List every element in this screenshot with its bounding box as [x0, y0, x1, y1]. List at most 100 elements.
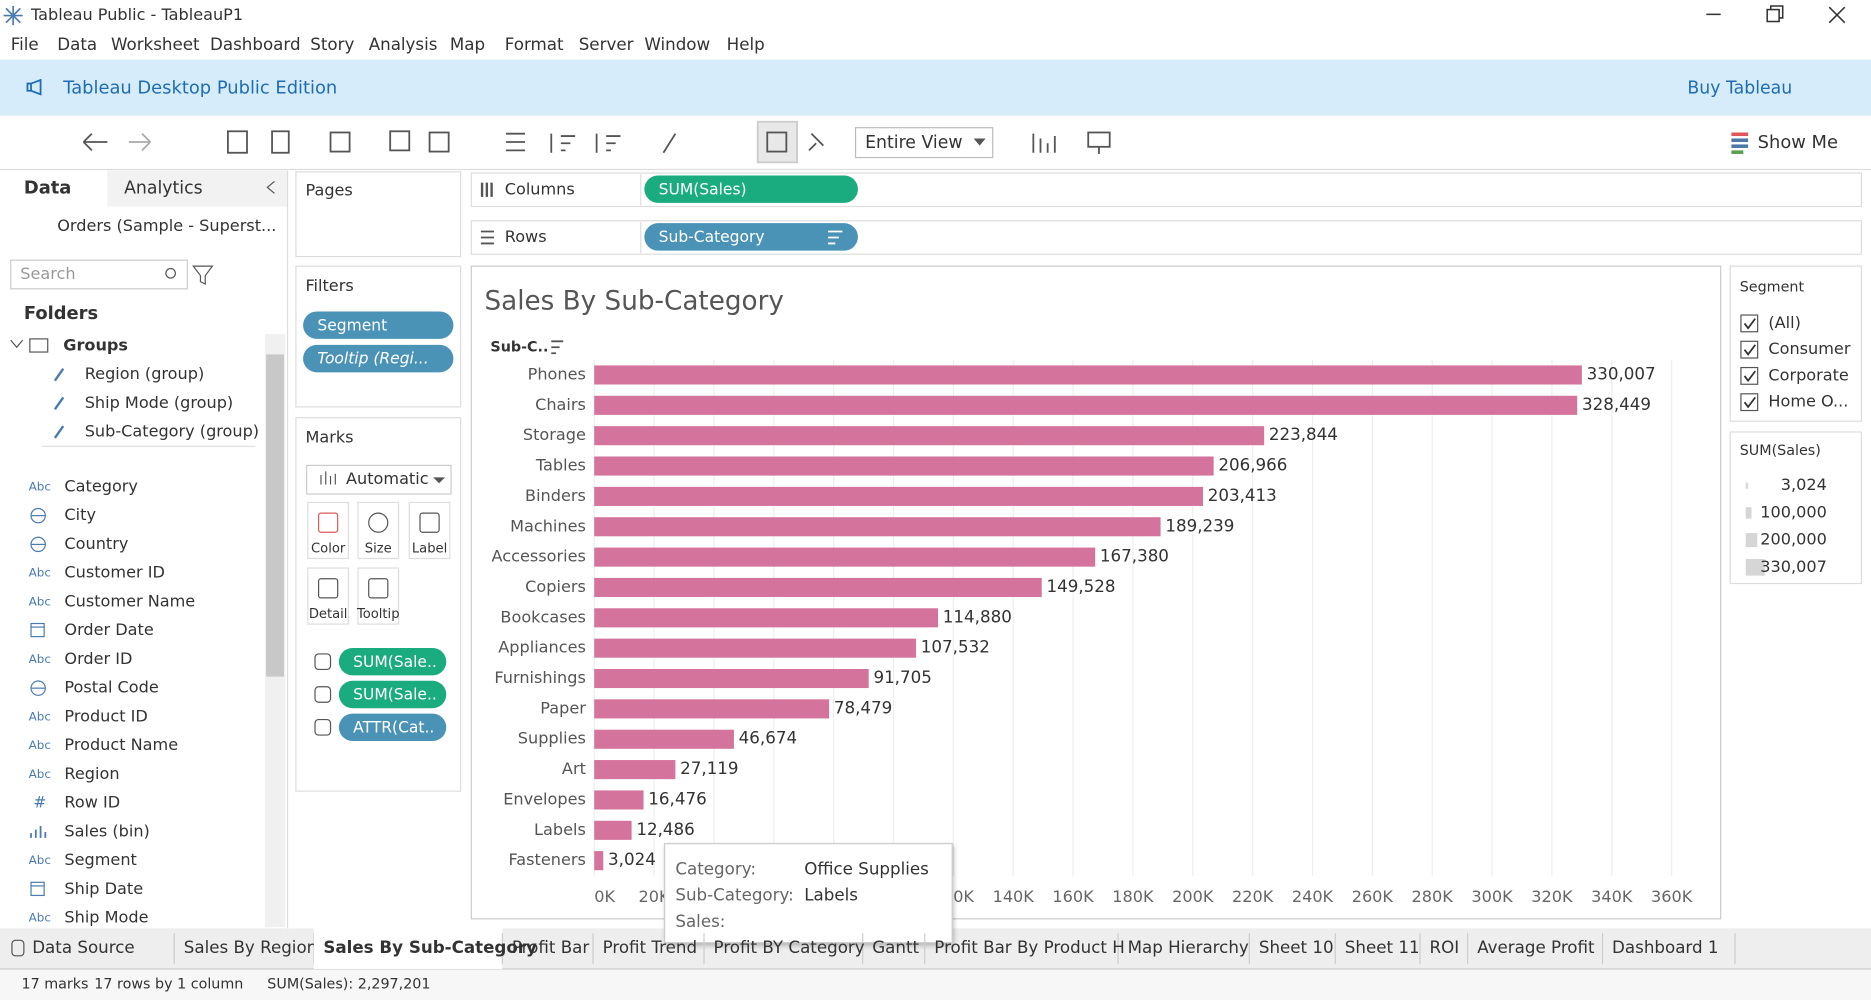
menu-item[interactable]: File — [11, 34, 39, 54]
legend-item[interactable]: Consumer — [1768, 339, 1850, 358]
menu-item[interactable]: Worksheet — [111, 34, 200, 54]
sheet-tab[interactable]: Dashboard 1 — [1612, 937, 1718, 957]
show-me[interactable]: Show Me — [1758, 132, 1838, 153]
group-item[interactable]: Region (group) — [85, 364, 205, 383]
group-item[interactable]: Ship Mode (group) — [85, 393, 233, 412]
y-tick-label: Appliances — [498, 638, 586, 657]
field[interactable]: Ship Date — [64, 879, 143, 898]
sheet-tab[interactable]: Sheet 10 — [1259, 937, 1334, 957]
filter-pill-bg[interactable] — [303, 344, 454, 373]
rows-pill-bg[interactable] — [644, 223, 858, 251]
data-tab[interactable]: Data — [24, 178, 72, 199]
search-placeholder[interactable]: Search — [20, 264, 75, 283]
legend-item[interactable]: Home O... — [1768, 392, 1848, 411]
field[interactable]: Region — [64, 764, 119, 783]
field[interactable]: Sales (bin) — [64, 821, 149, 840]
mark-pill-bg[interactable] — [338, 713, 447, 742]
field[interactable]: Category — [64, 476, 138, 495]
search-box[interactable] — [10, 259, 188, 290]
checkbox[interactable] — [1740, 340, 1759, 359]
mark-type[interactable]: Automatic — [346, 469, 429, 488]
sheet-tab[interactable]: Profit Bar — [512, 937, 590, 957]
x-tick-label: 360K — [1651, 887, 1693, 906]
window-controls[interactable] — [1706, 5, 1846, 24]
mark-pill-bg[interactable] — [338, 647, 447, 676]
menu-item[interactable]: Format — [505, 34, 564, 54]
menu-item[interactable]: Window — [644, 34, 710, 54]
mark-button[interactable] — [408, 501, 451, 560]
view-label[interactable]: Entire View — [865, 133, 962, 153]
mark-pill[interactable]: SUM(Sale.. — [353, 653, 437, 671]
sheet-tab[interactable]: Profit Bar By Product H — [934, 937, 1125, 957]
view-dropdown[interactable] — [854, 127, 994, 159]
field[interactable]: Product ID — [64, 706, 147, 725]
field[interactable]: Ship Mode — [64, 908, 148, 927]
mark-button-label[interactable]: Tooltip — [356, 607, 400, 622]
filter-pill-bg[interactable] — [303, 311, 454, 339]
field[interactable]: Order ID — [64, 649, 132, 668]
buy-link[interactable]: Buy Tableau — [1687, 78, 1792, 98]
group-item[interactable]: Sub-Category (group) — [85, 421, 259, 440]
sheet-tab[interactable]: Map Hierarchy — [1128, 937, 1249, 957]
mark-button-label[interactable]: Color — [311, 541, 346, 556]
filter-icon[interactable] — [192, 265, 214, 285]
toolbar-icons[interactable] — [82, 120, 1111, 164]
sheet-tab[interactable]: Profit BY Category — [714, 937, 865, 957]
sheet-tab[interactable]: Sales By Sub-Category — [323, 937, 537, 957]
menu-item[interactable]: Server — [579, 34, 634, 54]
field[interactable]: Country — [64, 534, 128, 553]
field[interactable]: Segment — [64, 850, 136, 869]
analytics-tab[interactable]: Analytics — [124, 179, 203, 199]
field[interactable]: Order Date — [64, 620, 153, 639]
sheet-tab[interactable]: ROI — [1430, 937, 1460, 957]
sheet-tab[interactable]: Gantt — [872, 937, 919, 957]
sheet-tab[interactable]: Data Source — [32, 937, 134, 957]
field[interactable]: Row ID — [64, 793, 120, 812]
sheet-tab[interactable]: Profit Trend — [603, 937, 698, 957]
rows-pill[interactable]: Sub-Category — [659, 228, 765, 246]
group-icon — [53, 396, 65, 410]
sheet-tab[interactable]: Sheet 11 — [1345, 937, 1420, 957]
y-tick-label: Copiers — [525, 577, 586, 596]
menu-item[interactable]: Dashboard — [210, 34, 301, 54]
legend-item[interactable]: (All) — [1768, 313, 1801, 332]
mark-button[interactable] — [357, 567, 400, 625]
scroll-thumb[interactable] — [266, 354, 284, 677]
group-folder[interactable]: Groups — [63, 336, 128, 355]
field[interactable]: Customer ID — [64, 563, 164, 582]
sheet-tab[interactable]: Average Profit — [1477, 937, 1595, 957]
data-source[interactable]: Orders (Sample - Superst... — [57, 216, 276, 235]
menu-item[interactable]: Help — [727, 34, 765, 54]
sort-icon[interactable] — [551, 340, 564, 355]
field[interactable]: City — [64, 505, 96, 524]
mark-button-label[interactable]: Label — [412, 541, 447, 556]
columns-pill[interactable]: SUM(Sales) — [659, 180, 747, 198]
checkbox[interactable] — [1740, 314, 1759, 333]
collapse-icon[interactable] — [266, 180, 275, 194]
columns-pill-bg[interactable] — [644, 175, 858, 203]
mark-button-label[interactable]: Detail — [309, 607, 348, 622]
mark-button[interactable] — [307, 501, 350, 560]
mark-pill[interactable]: ATTR(Cat.. — [353, 718, 434, 736]
mark-button-label[interactable]: Size — [365, 541, 392, 556]
menu-item[interactable]: Analysis — [369, 34, 438, 54]
field[interactable]: Product Name — [64, 735, 178, 754]
expand-icon[interactable] — [10, 339, 24, 349]
filter-pill[interactable]: Segment — [317, 316, 387, 334]
legend-item[interactable]: Corporate — [1768, 365, 1849, 384]
mark-pill-bg[interactable] — [338, 680, 447, 709]
sheet-tab[interactable]: Sales By Region — [184, 937, 317, 957]
mark-button[interactable] — [307, 567, 350, 625]
menu-item[interactable]: Data — [57, 34, 97, 54]
show-me-icon[interactable] — [1731, 132, 1749, 154]
checkbox[interactable] — [1740, 366, 1759, 385]
field[interactable]: Customer Name — [64, 591, 195, 610]
menu-item[interactable]: Map — [450, 34, 485, 54]
checkbox[interactable] — [1740, 393, 1759, 412]
menu-item[interactable]: Story — [310, 34, 354, 54]
mark-pill[interactable]: SUM(Sale.. — [353, 686, 437, 704]
search-icon — [165, 267, 177, 279]
mark-button[interactable] — [357, 501, 400, 560]
filter-pill[interactable]: Tooltip (Regi... — [317, 350, 428, 368]
field[interactable]: Postal Code — [64, 678, 158, 697]
